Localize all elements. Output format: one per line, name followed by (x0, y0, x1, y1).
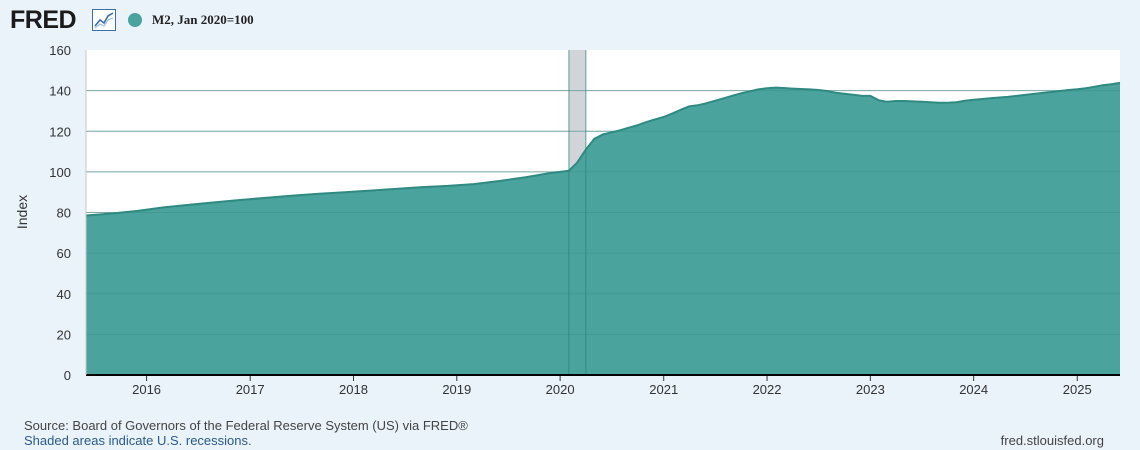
series-line[interactable] (85, 81, 1121, 217)
legend-series-marker (128, 13, 142, 27)
y-tick-label: 40 (57, 287, 71, 302)
series-area-group (85, 50, 1121, 376)
x-tick-label: 2019 (442, 382, 471, 397)
y-tick-labels: 0 20 40 60 80 100 120 140 160 (49, 43, 71, 383)
line-graph-icon (92, 9, 116, 31)
source-note[interactable]: Source: Board of Governors of the Federa… (24, 418, 468, 433)
y-axis-title: Index (14, 195, 30, 229)
y-tick-label: 140 (49, 84, 71, 99)
x-tick-label: 2023 (856, 382, 885, 397)
x-tick-label: 2025 (1063, 382, 1092, 397)
x-tick-label: 2021 (649, 382, 678, 397)
y-tick-label: 160 (49, 43, 71, 58)
x-tick-labels: 2016 2017 2018 2019 2020 2021 2022 2023 2024 2025 (132, 375, 1092, 397)
y-tick-label: 0 (64, 368, 71, 383)
site-link[interactable]: fred.stlouisfed.org (1000, 433, 1104, 448)
fred-logo[interactable]: FRED (10, 6, 77, 34)
y-tick-label: 120 (49, 124, 71, 139)
recession-note[interactable]: Shaded areas indicate U.S. recessions. (24, 433, 252, 448)
x-tick-label: 2017 (236, 382, 265, 397)
legend-series-label[interactable]: M2, Jan 2020=100 (152, 12, 254, 27)
x-tick-label: 2020 (546, 382, 575, 397)
x-tick-label: 2016 (132, 382, 161, 397)
x-tick-label: 2018 (339, 382, 368, 397)
series-area[interactable] (86, 82, 1120, 376)
y-tick-label: 60 (57, 246, 71, 261)
y-tick-label: 80 (57, 206, 71, 221)
x-tick-label: 2024 (959, 382, 988, 397)
y-tick-label: 20 (57, 327, 71, 342)
x-tick-label: 2022 (753, 382, 782, 397)
y-tick-label: 100 (49, 165, 71, 180)
chart-header: FRED M2, Jan 2020=100 (0, 0, 1140, 40)
